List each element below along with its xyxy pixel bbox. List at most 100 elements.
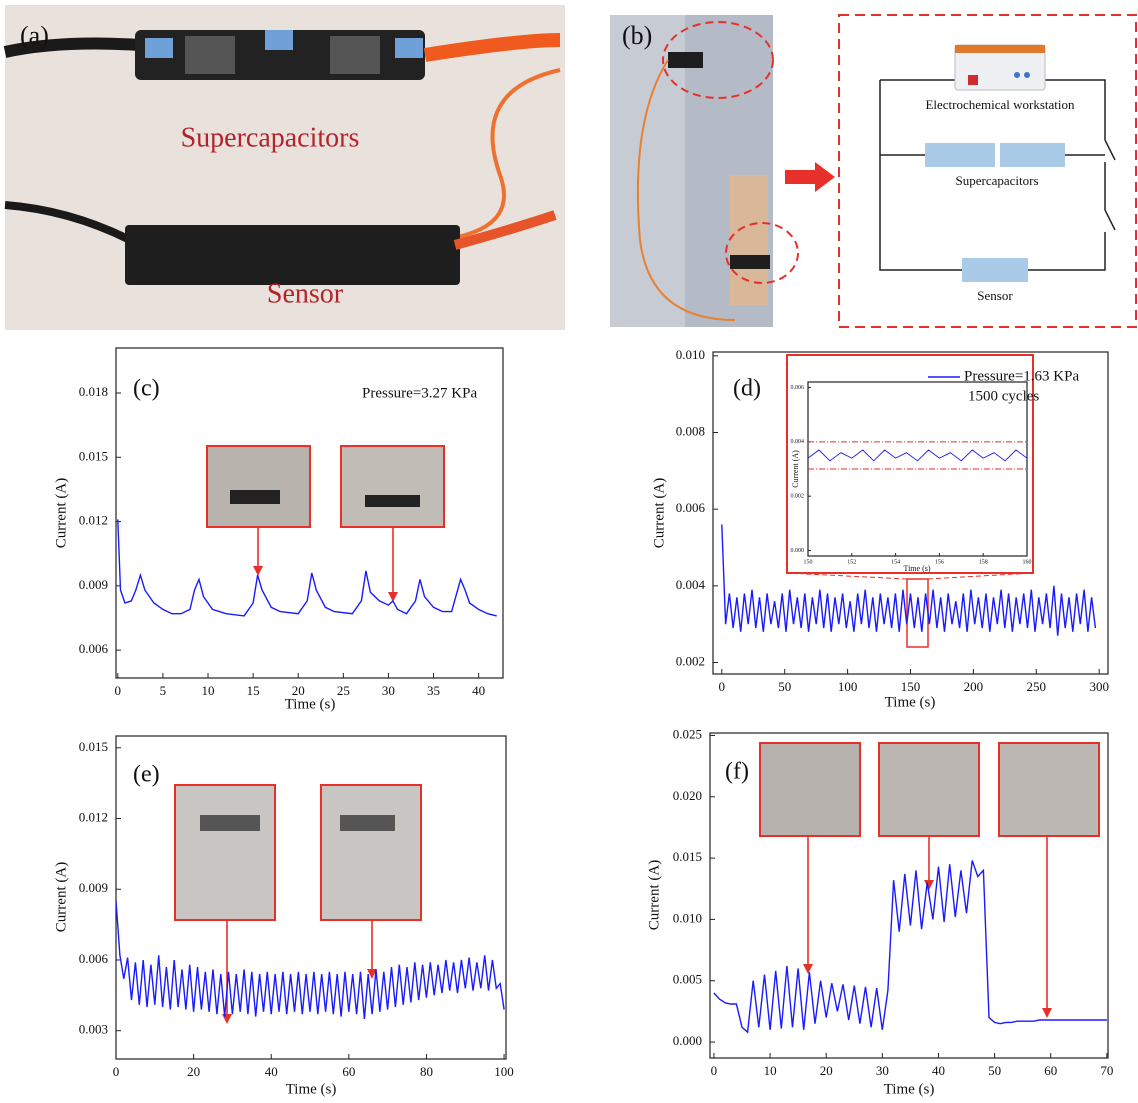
x-tick-label: 50 [988, 1063, 1001, 1078]
x-axis-label: Time (s) [286, 1081, 337, 1097]
x-axis-label: Time (s) [885, 694, 936, 710]
x-tick-label: 40 [932, 1063, 945, 1078]
x-tick-label: 40 [265, 1064, 278, 1079]
arrow [785, 162, 835, 192]
arrow-head [253, 566, 263, 576]
x-tick-label: 60 [1044, 1063, 1057, 1078]
x-tick-label: 150 [804, 559, 813, 565]
x-tick-label: 20 [820, 1063, 833, 1078]
x-tick-label: 200 [964, 679, 984, 694]
x-axis-label: Time (s) [903, 564, 930, 573]
schematic-box [838, 14, 1137, 328]
y-tick-label: 0.010 [673, 910, 702, 925]
y-tick-label: 0.002 [676, 653, 705, 668]
y-tick-label: 0.015 [79, 739, 108, 754]
x-tick-label: 20 [187, 1064, 200, 1079]
inset-photo [206, 445, 311, 528]
inset-photo [998, 742, 1100, 837]
sensor [730, 255, 770, 269]
supercapacitor [925, 143, 995, 167]
x-tick-label: 20 [292, 683, 305, 698]
arrow-head [388, 592, 398, 602]
photo-detail [340, 815, 395, 831]
y-tick-label: 0.004 [791, 439, 805, 445]
cable [453, 210, 557, 250]
y-axis-label: Current (A) [646, 860, 662, 930]
circuit [879, 79, 1106, 271]
x-tick-label: 70 [1100, 1063, 1113, 1078]
device [668, 52, 703, 68]
x-tick-label: 10 [202, 683, 215, 698]
sensor [962, 258, 1028, 282]
sensor [125, 225, 460, 285]
y-tick-label: 0.004 [676, 577, 706, 592]
y-tick-label: 0.009 [79, 577, 108, 592]
y-tick-label: 0.000 [673, 1033, 702, 1048]
plot-frame [115, 735, 507, 1060]
schematic-label: Electrochemical workstation [925, 97, 1075, 112]
arrow-head [924, 880, 934, 890]
y-tick-label: 0.006 [79, 951, 109, 966]
inset-photo [759, 742, 861, 837]
plot-frame [115, 347, 504, 679]
y-tick-label: 0.003 [79, 1022, 108, 1037]
inset-photo [878, 742, 980, 837]
highlight [662, 21, 774, 99]
legend-label: Pressure=1.63 KPa [964, 368, 1079, 384]
switch [1104, 139, 1116, 161]
arrow-head [222, 1014, 232, 1024]
data-line [721, 524, 1097, 636]
insets [174, 354, 1100, 1024]
y-tick-label: 0.015 [673, 849, 702, 864]
y-tick-label: 0.012 [79, 810, 108, 825]
x-tick-label: 160 [1023, 559, 1032, 565]
y-tick-label: 0.012 [79, 513, 108, 528]
inset-box [786, 354, 1034, 574]
panel-label: (d) [733, 376, 761, 402]
photo-detail [365, 495, 420, 507]
cell [185, 36, 235, 74]
x-tick-label: 40 [472, 683, 485, 698]
zoom-guide [927, 572, 1034, 580]
highlight [725, 222, 799, 284]
panel-label: (a) [20, 21, 49, 50]
x-tick-label: 10 [764, 1063, 777, 1078]
x-tick-label: 0 [115, 683, 122, 698]
x-tick-label: 158 [979, 559, 988, 565]
workstation-top [955, 45, 1045, 53]
x-axis-label: Time (s) [884, 1081, 935, 1097]
x-tick-label: 100 [494, 1064, 514, 1079]
data-line [115, 900, 505, 1019]
clip [395, 38, 423, 58]
y-tick-label: 0.005 [673, 972, 702, 987]
photo-a: (a) Supercapacitors Sensor [3, 5, 565, 330]
photo-b: (b) Electrochemical workstation Supercap… [610, 14, 1137, 328]
y-tick-label: 0.018 [79, 384, 108, 399]
cable [423, 33, 561, 62]
y-axis-label: Current (A) [53, 478, 69, 548]
y-axis-label: Current (A) [791, 450, 800, 488]
cable [3, 37, 141, 58]
clip [265, 30, 293, 50]
x-tick-label: 15 [247, 683, 260, 698]
data-line [807, 449, 1028, 462]
x-tick-label: 80 [420, 1064, 433, 1079]
x-tick-label: 100 [838, 679, 858, 694]
x-tick-label: 30 [876, 1063, 889, 1078]
supercapacitor [1000, 143, 1065, 167]
panel-label: (f) [725, 759, 749, 785]
wire [636, 59, 736, 321]
x-tick-label: 250 [1027, 679, 1047, 694]
panel-label: (b) [622, 21, 652, 50]
arrow-head [367, 969, 377, 979]
photo-detail [200, 815, 260, 831]
wire [4, 201, 132, 244]
arrow-head [803, 964, 813, 974]
annotation: 1500 cycles [968, 388, 1039, 404]
zoom-guide [786, 572, 908, 580]
data-line [117, 519, 497, 617]
x-tick-label: 0 [711, 1063, 718, 1078]
x-tick-label: 50 [778, 679, 791, 694]
y-tick-label: 0.020 [673, 788, 702, 803]
